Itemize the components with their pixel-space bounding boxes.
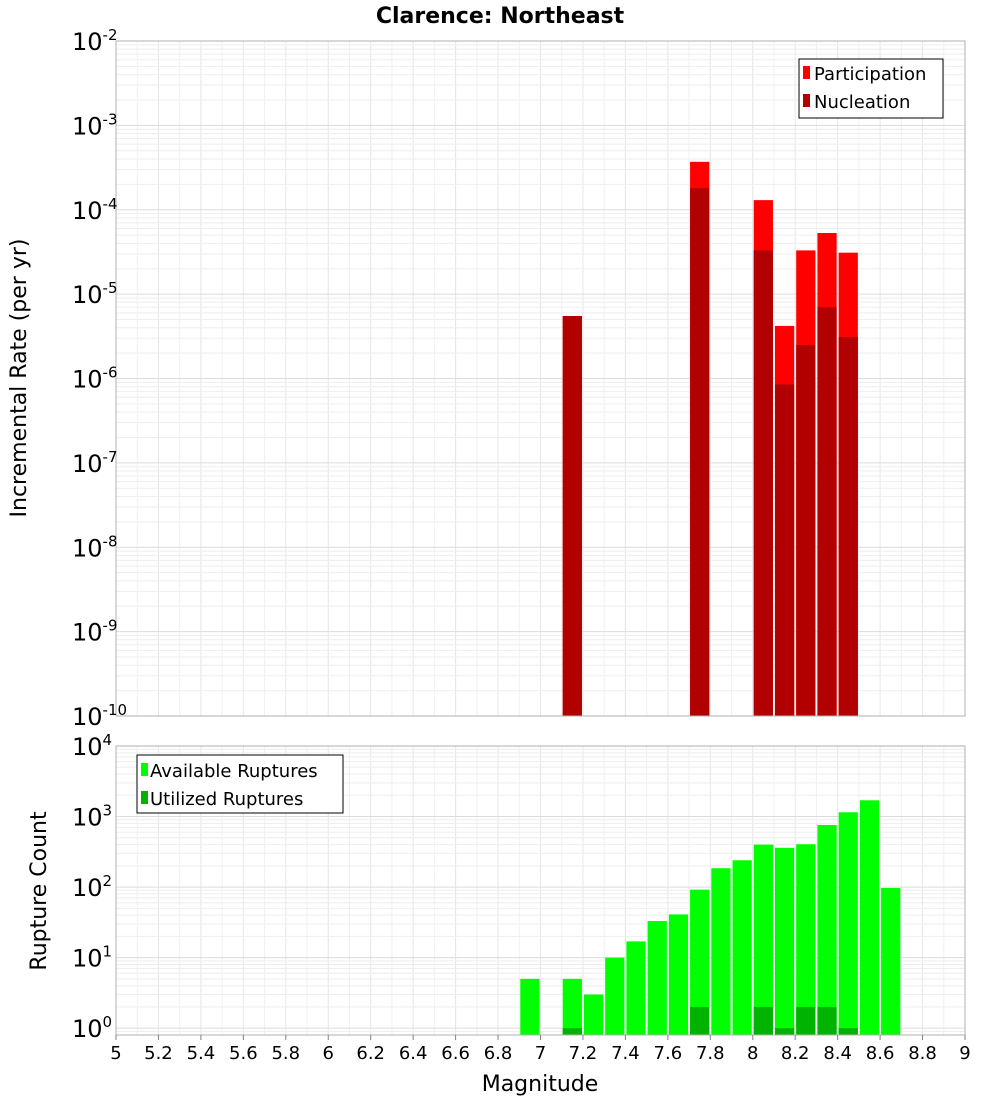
available-ruptures-bar bbox=[668, 914, 689, 1035]
top-panel-frame bbox=[115, 40, 966, 717]
utilized-ruptures-legend-swatch bbox=[141, 791, 148, 804]
x-tick-label: 8 bbox=[747, 1043, 758, 1064]
x-tick-label: 9 bbox=[959, 1043, 970, 1064]
bottom-panel-y-ticks: 100 101 102 103 104 bbox=[72, 731, 112, 1043]
bottom-y-tick-label: 104 bbox=[72, 731, 112, 761]
bottom-legend-box bbox=[136, 754, 344, 814]
utilized-ruptures-bar bbox=[817, 1006, 837, 1035]
available-ruptures-bar bbox=[520, 978, 540, 1035]
utilized-ruptures-bar bbox=[796, 1006, 816, 1035]
available-ruptures-bar bbox=[626, 941, 646, 1035]
utilized-ruptures-bar bbox=[690, 1006, 710, 1035]
utilized-ruptures-bar bbox=[753, 1006, 773, 1035]
top-y-tick-label: 10-3 bbox=[72, 110, 118, 140]
x-tick-label: 7.8 bbox=[696, 1043, 725, 1064]
x-tick-label: 6 bbox=[323, 1043, 334, 1064]
top-y-tick-label: 10-10 bbox=[72, 701, 127, 731]
nucleation-legend-label: Nucleation bbox=[814, 92, 910, 113]
top-y-tick-label: 10-7 bbox=[72, 448, 118, 478]
bottom-legend: Available Ruptures Utilized Ruptures bbox=[136, 754, 344, 814]
nucleation-bar bbox=[796, 344, 816, 716]
available-ruptures-bar bbox=[796, 844, 816, 1035]
utilized-ruptures-bar bbox=[838, 1028, 858, 1035]
bottom-y-tick-label: 101 bbox=[72, 943, 112, 973]
bottom-panel-x-ticks: 5 5.2 5.4 5.6 5.8 6 6.2 6.4 6.6 6.8 7 7.2 7.4 7.6 7.8 8… bbox=[110, 1035, 971, 1064]
x-tick-label: 8.2 bbox=[781, 1043, 810, 1064]
top-legend-box bbox=[798, 58, 944, 119]
x-tick-label: 6.4 bbox=[399, 1043, 428, 1064]
x-axis-label: Magnitude bbox=[482, 1072, 599, 1097]
available-ruptures-bar bbox=[881, 888, 901, 1035]
bottom-y-tick-label: 102 bbox=[72, 872, 112, 902]
participation-legend-swatch bbox=[803, 66, 810, 79]
nucleation-bar bbox=[753, 250, 773, 717]
x-tick-label: 6.2 bbox=[356, 1043, 385, 1064]
available-ruptures-bar bbox=[690, 889, 710, 1035]
x-tick-label: 5.2 bbox=[144, 1043, 173, 1064]
top-legend: Participation Nucleation bbox=[798, 58, 944, 119]
x-tick-label: 5 bbox=[110, 1043, 121, 1064]
bottom-y-axis-label: Rupture Count bbox=[27, 811, 52, 971]
top-y-tick-label: 10-5 bbox=[72, 279, 118, 309]
available-ruptures-bar bbox=[562, 978, 582, 1035]
chart-title: Clarence: Northeast bbox=[376, 4, 625, 29]
top-panel-grid bbox=[116, 41, 965, 716]
nucleation-bar bbox=[690, 188, 710, 717]
available-ruptures-bar bbox=[838, 812, 858, 1035]
available-ruptures-bar bbox=[583, 994, 604, 1035]
available-ruptures-legend-swatch bbox=[141, 763, 148, 776]
x-tick-label: 7 bbox=[535, 1043, 546, 1064]
available-ruptures-bar bbox=[774, 847, 795, 1035]
nucleation-bar bbox=[817, 307, 837, 716]
x-tick-label: 7.2 bbox=[569, 1043, 598, 1064]
bottom-y-tick-label: 103 bbox=[72, 802, 112, 832]
top-y-axis-label: Incremental Rate (per yr) bbox=[7, 239, 32, 518]
top-y-tick-label: 10-4 bbox=[72, 195, 118, 225]
utilized-ruptures-legend-label: Utilized Ruptures bbox=[150, 789, 303, 810]
x-tick-label: 6.8 bbox=[484, 1043, 513, 1064]
x-tick-label: 5.4 bbox=[187, 1043, 216, 1064]
x-tick-label: 7.4 bbox=[611, 1043, 640, 1064]
top-panel-bars bbox=[562, 161, 858, 717]
available-ruptures-legend-label: Available Ruptures bbox=[150, 761, 318, 782]
x-tick-label: 5.6 bbox=[229, 1043, 258, 1064]
available-ruptures-bar bbox=[732, 860, 752, 1035]
top-y-tick-label: 10-9 bbox=[72, 617, 118, 647]
available-ruptures-bar bbox=[817, 824, 837, 1035]
x-tick-label: 8.4 bbox=[823, 1043, 852, 1064]
available-ruptures-bar bbox=[647, 921, 667, 1035]
available-ruptures-bar bbox=[605, 957, 625, 1035]
x-tick-label: 5.8 bbox=[271, 1043, 300, 1064]
available-ruptures-bar bbox=[859, 800, 880, 1035]
x-tick-label: 6.6 bbox=[441, 1043, 470, 1064]
top-y-tick-label: 10-8 bbox=[72, 532, 118, 562]
available-ruptures-bar bbox=[753, 844, 773, 1035]
x-tick-label: 8.8 bbox=[908, 1043, 937, 1064]
nucleation-bar bbox=[774, 384, 795, 716]
participation-legend-label: Participation bbox=[814, 64, 926, 85]
utilized-ruptures-bar bbox=[562, 1028, 582, 1035]
nucleation-legend-swatch bbox=[803, 94, 810, 107]
top-y-tick-label: 10-2 bbox=[72, 26, 118, 56]
top-y-tick-label: 10-6 bbox=[72, 364, 118, 394]
top-panel-y-ticks: 10-10 10-9 10-8 10-7 10-6 10-5 10-4 10-3 10-2 bbox=[72, 26, 127, 731]
bottom-y-tick-label: 100 bbox=[72, 1013, 112, 1043]
nucleation-bar bbox=[562, 316, 582, 716]
available-ruptures-bar bbox=[711, 868, 731, 1035]
nucleation-bar bbox=[838, 337, 858, 716]
x-tick-label: 7.6 bbox=[654, 1043, 683, 1064]
x-tick-label: 8.6 bbox=[866, 1043, 895, 1064]
utilized-ruptures-bar bbox=[774, 1028, 795, 1035]
bottom-panel-bars bbox=[520, 800, 901, 1035]
